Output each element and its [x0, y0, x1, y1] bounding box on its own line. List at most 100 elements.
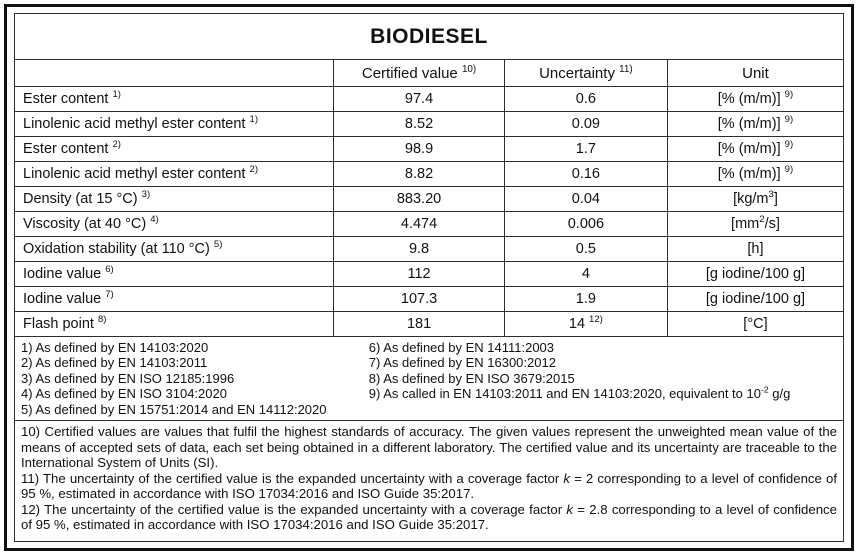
text-segment: g/g	[768, 386, 791, 402]
footnote-marker: 9)	[784, 114, 794, 126]
table-row: Flash point 8) 181 14 12) [°C]	[15, 311, 843, 337]
text-segment: [% (m/m)]	[717, 116, 785, 132]
footnote-item: 9) As called in EN 14103:2011 and EN 141…	[368, 384, 843, 402]
text-segment: Flash point	[23, 316, 98, 332]
row-property: Density (at 15 °C) 3)	[15, 186, 335, 212]
footnote-item: 5) As defined by EN 15751:2014 and EN 14…	[21, 402, 363, 417]
footnote-marker: 7)	[105, 289, 114, 301]
text-segment: 12) The uncertainty of the certified val…	[21, 501, 567, 517]
footnote-marker: 9)	[784, 89, 794, 101]
footnote-marker: 3	[768, 189, 774, 201]
text-segment: 8) As defined by EN ISO 3679:2015	[368, 370, 575, 386]
text-segment: 0.006	[567, 216, 605, 232]
text-segment: 0.09	[571, 116, 600, 132]
footnote-marker: 4)	[150, 214, 159, 226]
footnote-marker: 2)	[112, 139, 121, 151]
row-property: Flash point 8)	[15, 311, 335, 337]
footnotes-definitions: 1) As defined by EN 14103:2020 2) As defi…	[15, 337, 843, 422]
text-segment: 1) As defined by EN 14103:2020	[21, 340, 209, 355]
row-property: Iodine value 6)	[15, 261, 335, 287]
table-row: Iodine value 6) 112 4 [g iodine/100 g]	[15, 261, 843, 287]
text-segment: Uncertainty	[539, 64, 620, 82]
text-segment: 11) The uncertainty of the certified val…	[21, 470, 564, 486]
text-segment: [mm	[731, 216, 760, 232]
footnote-item: 7) As defined by EN 16300:2012	[369, 355, 843, 370]
table-row: Ester content 1) 97.4 0.6 [% (m/m)] 9)	[15, 86, 843, 112]
text-segment: [% (m/m)]	[717, 91, 785, 107]
table-header-row: Certified value 10) Uncertainty 11) Unit	[15, 59, 843, 87]
row-certified-value: 181	[333, 311, 505, 337]
row-uncertainty: 0.09	[503, 111, 668, 137]
row-certified-value: 883.20	[333, 186, 505, 212]
row-certified-value: 9.8	[333, 236, 505, 262]
row-property: Linolenic acid methyl ester content 2)	[15, 161, 335, 187]
title-row: BIODIESEL	[15, 14, 843, 60]
table-row: Linolenic acid methyl ester content 2) 8.…	[15, 161, 843, 187]
footnotes-paragraphs: 10) Certified values are values that ful…	[15, 421, 843, 541]
text-segment: k	[563, 470, 570, 486]
text-segment: 14	[568, 316, 590, 332]
text-segment: 6) As defined by EN 14111:2003	[368, 340, 555, 355]
text-segment: 1.7	[575, 141, 596, 157]
row-uncertainty: 4	[503, 261, 668, 287]
text-segment: 10) Certified values are values that ful…	[21, 424, 837, 471]
text-segment: [% (m/m)]	[717, 166, 785, 182]
footnote-item: 3) As defined by EN ISO 12185:1996	[21, 371, 363, 386]
footnote-11: 11) The uncertainty of the certified val…	[21, 471, 837, 502]
footnote-marker: 2	[759, 214, 765, 226]
footnote-marker: 2)	[249, 164, 259, 176]
row-certified-value: 107.3	[333, 286, 505, 312]
footnote-marker: 1)	[249, 114, 259, 126]
row-unit: [°C]	[666, 311, 843, 337]
footnote-item: 4) As defined by EN ISO 3104:2020	[21, 386, 363, 401]
text-segment: 1.9	[575, 291, 596, 307]
text-segment: Certified value	[361, 64, 462, 82]
footnotes-left-column: 1) As defined by EN 14103:2020 2) As defi…	[15, 340, 363, 417]
row-uncertainty: 1.9	[503, 286, 668, 312]
text-segment: 0.6	[575, 91, 596, 107]
text-segment: k	[566, 501, 573, 517]
row-certified-value: 8.52	[333, 111, 505, 137]
document-frame: BIODIESEL Certified value 10) Uncertaint…	[4, 4, 854, 551]
row-unit: [h]	[666, 236, 843, 262]
text-segment: [% (m/m)]	[717, 141, 785, 157]
text-segment: Density (at 15 °C)	[23, 191, 142, 207]
footnote-marker: 9)	[784, 139, 794, 151]
text-segment: 5) As defined by EN 15751:2014 and EN 14…	[21, 401, 327, 417]
table-row: Oxidation stability (at 110 °C) 5) 9.8 0.5…	[15, 236, 843, 262]
row-property: Linolenic acid methyl ester content 1)	[15, 111, 335, 137]
certificate-document: BIODIESEL Certified value 10) Uncertaint…	[14, 13, 844, 542]
footnote-marker: 5)	[213, 239, 223, 251]
row-certified-value: 4.474	[333, 211, 505, 237]
row-unit: [g iodine/100 g]	[666, 286, 843, 312]
row-unit: [% (m/m)] 9)	[666, 86, 843, 112]
text-segment: Iodine value	[23, 266, 106, 282]
footnote-marker: 1)	[112, 89, 121, 101]
table-row: Viscosity (at 40 °C) 4) 4.474 0.006 [mm2/s]	[15, 211, 843, 237]
footnote-12: 12) The uncertainty of the certified val…	[21, 502, 837, 533]
text-segment: 4) As defined by EN ISO 3104:2020	[21, 386, 227, 402]
text-segment: 0.04	[571, 191, 600, 207]
row-property: Viscosity (at 40 °C) 4)	[15, 211, 335, 237]
footnote-marker: -2	[760, 384, 769, 395]
row-unit: [kg/m3]	[666, 186, 843, 212]
text-segment: 0.16	[571, 166, 600, 182]
row-property: Ester content 1)	[15, 86, 335, 112]
text-segment: = 2.8 corresponding to a level of confid…	[21, 501, 837, 533]
column-header-uncertainty: Uncertainty 11)	[503, 59, 668, 87]
text-segment: 9) As called in EN 14103:2011 and EN 141…	[368, 386, 761, 402]
row-uncertainty: 0.5	[503, 236, 668, 262]
text-segment: Viscosity (at 40 °C)	[23, 216, 151, 232]
document-title: BIODIESEL	[15, 14, 843, 60]
footnotes-right-column: 6) As defined by EN 14111:2003 7) As defi…	[363, 340, 843, 417]
properties-table: BIODIESEL Certified value 10) Uncertaint…	[15, 14, 843, 337]
row-unit: [% (m/m)] 9)	[666, 111, 843, 137]
footnote-marker: 12)	[589, 314, 603, 326]
footnote-item: 1) As defined by EN 14103:2020	[21, 340, 363, 355]
row-certified-value: 8.82	[333, 161, 505, 187]
row-uncertainty: 1.7	[503, 136, 668, 162]
footnote-marker: 10)	[461, 63, 477, 75]
table-row: Linolenic acid methyl ester content 1) 8.…	[15, 111, 843, 137]
footnote-10: 10) Certified values are values that ful…	[21, 424, 837, 471]
row-unit: [g iodine/100 g]	[666, 261, 843, 287]
